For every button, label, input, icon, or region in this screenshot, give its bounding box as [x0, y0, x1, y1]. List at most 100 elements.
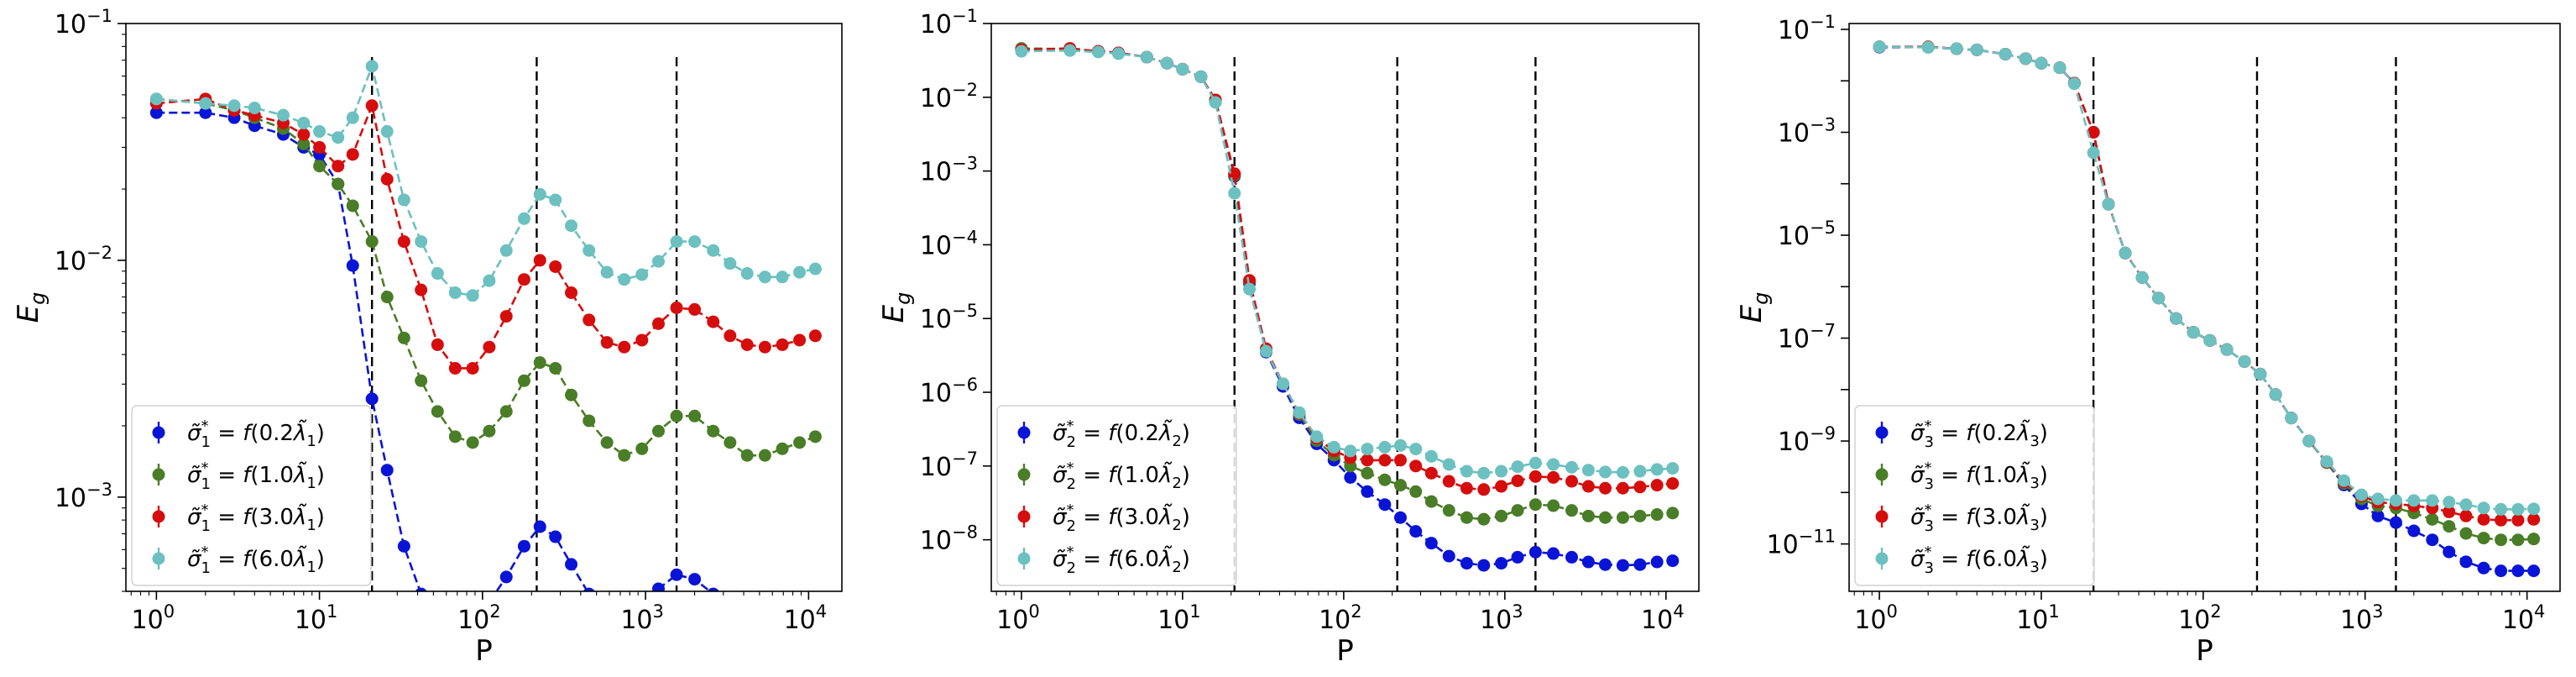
data-point	[2426, 512, 2439, 526]
legend-entry: σ̃* 1 = f(0.2λ̃1)	[187, 417, 325, 451]
data-point	[448, 286, 462, 299]
data-point	[565, 558, 578, 571]
data-point	[670, 235, 683, 249]
data-point	[2443, 520, 2456, 533]
data-point	[651, 317, 665, 330]
data-point	[415, 374, 428, 387]
y-tick-label: 10−1	[55, 6, 112, 39]
x-tick-label: 104	[1641, 601, 1685, 635]
legend-marker	[1875, 426, 1889, 439]
x-tick-label: 101	[295, 601, 338, 635]
data-point	[397, 235, 410, 249]
data-point	[1547, 499, 1560, 512]
data-point	[651, 424, 665, 438]
data-point	[2389, 516, 2402, 529]
data-point	[1666, 554, 1680, 568]
data-point	[1460, 557, 1473, 570]
data-point	[707, 244, 720, 257]
data-point	[1633, 464, 1647, 478]
data-point	[1511, 474, 1524, 487]
data-point	[565, 388, 578, 401]
legend-marker	[1017, 468, 1031, 481]
data-point	[1650, 463, 1664, 476]
y-tick-label: 10−11	[1766, 527, 1836, 560]
data-point	[793, 436, 807, 449]
data-point	[1547, 458, 1560, 471]
data-point	[1361, 485, 1374, 498]
legend-entry: σ̃* 2 = f(0.2λ̃2)	[1053, 417, 1190, 451]
data-point	[741, 611, 754, 624]
data-point	[758, 340, 771, 354]
data-point	[380, 172, 394, 186]
x-axis-label: P	[475, 634, 493, 668]
data-point	[1477, 466, 1491, 480]
data-point	[1970, 43, 1983, 56]
x-axis-label: P	[1336, 634, 1354, 668]
data-point	[1442, 504, 1455, 517]
legend-entry: σ̃* 1 = f(1.0λ̃1)	[187, 459, 325, 493]
data-point	[2407, 494, 2421, 507]
data-point	[707, 424, 720, 438]
data-point	[1015, 45, 1028, 58]
data-point	[2170, 312, 2183, 325]
data-point	[2426, 533, 2439, 547]
data-point	[1378, 473, 1392, 486]
legend-marker	[152, 426, 165, 439]
data-point	[1293, 406, 1306, 419]
data-point	[1460, 481, 1473, 495]
data-point	[776, 270, 789, 284]
y-tick-label: 10−2	[55, 243, 112, 276]
data-point	[1666, 506, 1680, 520]
data-point	[332, 177, 345, 191]
data-point	[415, 587, 427, 591]
data-point	[313, 125, 327, 139]
data-point	[549, 361, 562, 375]
data-point	[1650, 508, 1664, 522]
x-tick-label: 103	[620, 601, 664, 635]
x-tick-label: 103	[1480, 601, 1523, 635]
data-point	[1442, 458, 1455, 471]
data-point	[1598, 481, 1612, 495]
data-point	[1409, 443, 1423, 456]
data-point	[1598, 511, 1612, 524]
chart-panel-2: 100 101 102 103 104 10−8 10−7 10−6 10−5 10−4 10−3 1…	[877, 6, 1700, 668]
data-point	[808, 329, 822, 343]
y-tick-label: 10−9	[1778, 423, 1836, 457]
data-point	[583, 587, 595, 591]
y-axis-label: Eg	[877, 292, 915, 323]
data-point	[1361, 454, 1374, 467]
data-point	[2426, 494, 2439, 507]
y-tick-label: 10−1	[1778, 12, 1836, 45]
data-point	[2019, 52, 2032, 66]
data-point	[1409, 485, 1423, 498]
data-point	[2527, 502, 2541, 516]
y-tick-label: 10−5	[1778, 218, 1836, 251]
legend-marker	[1875, 468, 1889, 481]
legend: σ̃* 2 = f(0.2λ̃2) σ̃* 2 = f(1.0λ̃2) σ̃* 2 = f…	[996, 405, 1237, 586]
series-group	[1873, 40, 2541, 578]
data-point	[1495, 480, 1508, 493]
data-point	[1424, 495, 1438, 508]
data-point	[670, 409, 683, 422]
data-point	[2477, 501, 2490, 515]
data-point	[1511, 460, 1524, 474]
data-point	[1581, 509, 1595, 522]
data-point	[549, 260, 562, 273]
data-point	[1327, 440, 1340, 454]
data-point	[2254, 367, 2267, 380]
data-point	[1547, 470, 1560, 484]
data-point	[1650, 479, 1664, 492]
data-point	[2459, 498, 2473, 512]
data-point	[499, 244, 513, 257]
data-point	[724, 436, 737, 449]
data-point	[688, 409, 702, 422]
y-axis-label: Eg	[12, 292, 50, 323]
data-point	[688, 235, 702, 249]
legend-marker	[152, 468, 165, 481]
data-point	[1477, 559, 1491, 572]
data-point	[758, 270, 771, 284]
x-tick-label: 104	[784, 601, 828, 635]
x-tick-label: 102	[2178, 601, 2222, 635]
legend-marker	[1017, 510, 1031, 523]
x-tick-label: 100	[996, 601, 1040, 635]
